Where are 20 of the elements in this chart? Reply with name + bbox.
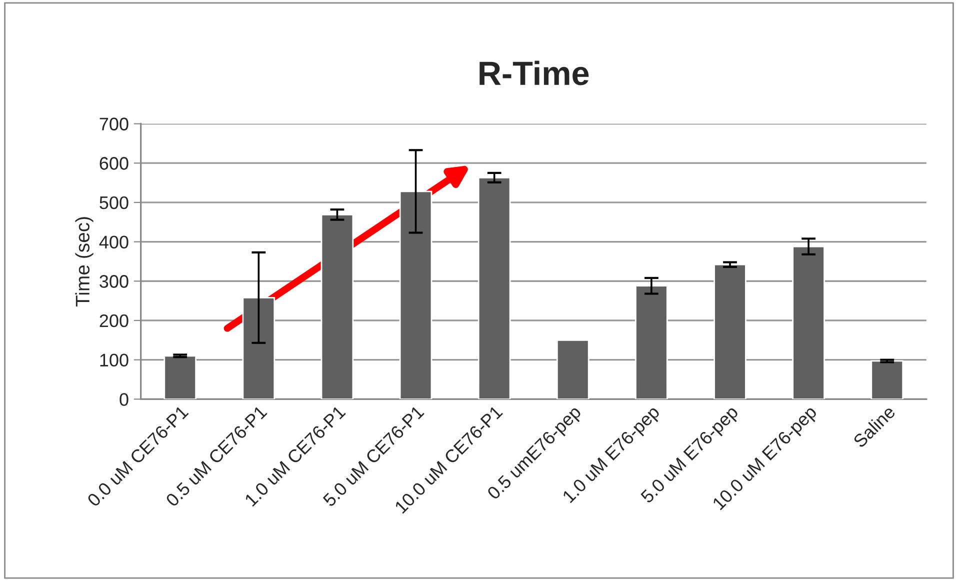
bar	[870, 360, 904, 400]
y-tick-label: 600	[100, 157, 128, 170]
bar	[556, 339, 590, 400]
bar	[478, 176, 511, 400]
bar	[399, 190, 432, 400]
y-tick-label: 400	[99, 236, 128, 248]
chart-title: R-Time	[480, 60, 589, 86]
y-axis-title: Time (sec)	[75, 217, 94, 307]
bar	[792, 246, 825, 400]
y-tick-label: 200	[100, 314, 128, 328]
bar	[320, 214, 354, 400]
bar	[164, 355, 197, 400]
y-tick-label: 700	[100, 118, 128, 130]
y-tick-label: 100	[100, 354, 128, 367]
bar	[635, 285, 668, 400]
bar	[242, 296, 276, 400]
y-tick-label: 0	[120, 393, 128, 406]
bar	[714, 264, 746, 400]
y-tick-label: 500	[100, 196, 128, 210]
y-tick-label: 300	[100, 275, 128, 288]
